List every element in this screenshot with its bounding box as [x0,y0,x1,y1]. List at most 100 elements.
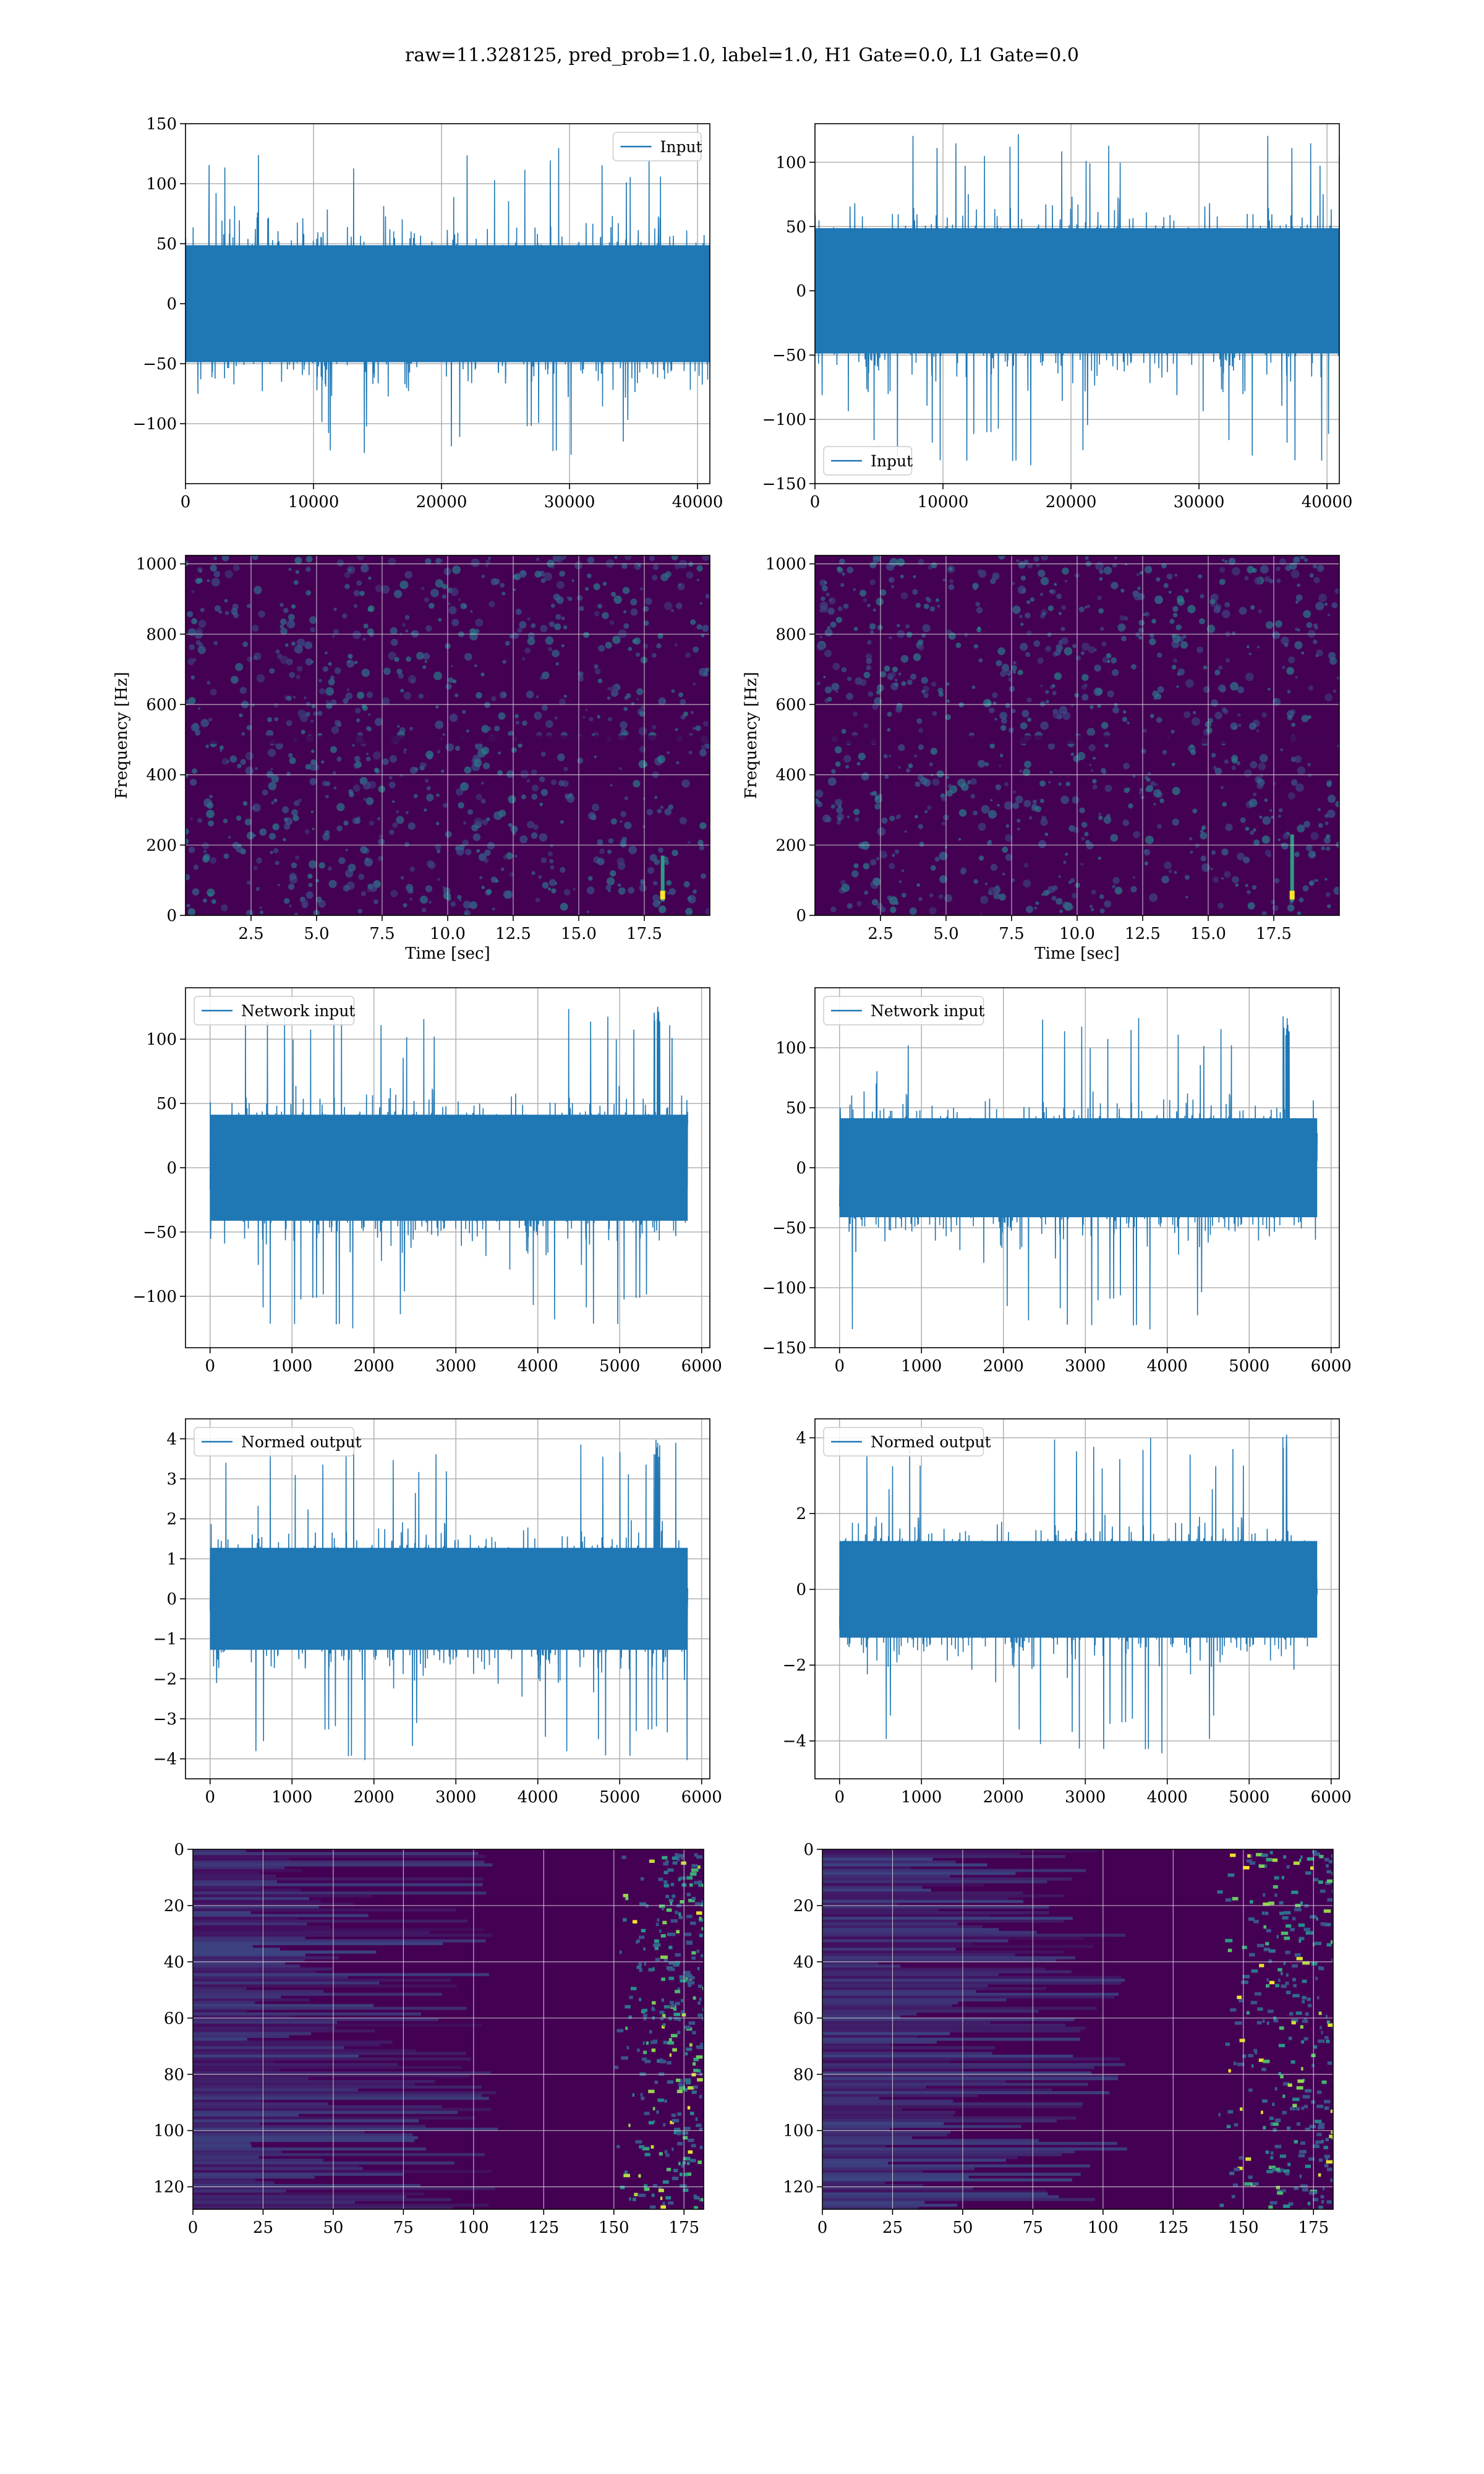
spectrogram-cell [186,874,190,881]
spectrogram-cell [992,572,1000,580]
y-tick-label: −4 [153,1750,177,1769]
feature-row [193,1917,297,1920]
feature-activation [665,2196,672,2200]
spectrogram-cell [511,747,517,753]
feature-row [822,2029,1081,2032]
plot-area [193,1849,704,2209]
feature-activation [1304,2018,1307,2021]
feature-activation [1309,2125,1316,2128]
spectrogram-cell [927,805,932,810]
feature-activation [693,2058,699,2061]
feature-activation [1251,1969,1258,1973]
feature-activation [1331,1940,1333,1944]
spectrogram-cell [424,808,427,812]
feature-activation [662,1920,667,1925]
y-tick-label: 1000 [765,555,806,574]
x-tick-label: 2000 [983,1357,1024,1376]
spectrogram-cell [1002,846,1009,853]
x-tick-label: 10000 [288,493,339,511]
spectrogram-cell [960,782,969,791]
feature-row [193,2035,289,2039]
spectrogram-cell [1138,791,1143,795]
feature-row [822,2097,879,2100]
spectrogram-cell [560,867,566,873]
feature-activation [652,2006,654,2010]
feature-activation [671,2004,675,2008]
spectrogram-cell [607,717,612,722]
feature-activation [1317,1996,1320,2000]
spectrogram-cell [186,828,189,835]
feature-row [822,2091,1110,2094]
spectrogram-cell [822,585,828,592]
feature-activation [681,2131,689,2135]
spectrogram-cell [942,578,946,582]
feature-row [193,2164,359,2168]
x-tick-label: 3000 [1065,1357,1106,1376]
feature-row [822,2082,1088,2086]
spectrogram-cell [426,786,431,790]
spectrogram-cell [1254,576,1262,585]
feature-activation [1296,2122,1301,2126]
spectrogram-cell [475,692,482,699]
feature-activation [1241,1980,1248,1984]
spectrogram-cell [459,899,462,902]
spectrogram-cell [291,862,297,868]
feature-row [193,2122,260,2125]
spectrogram-cell [638,727,647,736]
spectrogram-cell [207,888,215,897]
feature-activation [1318,1966,1321,1970]
spectrogram-cell [1172,606,1179,612]
spectrogram-cell [1111,657,1117,664]
spectrogram-cell [607,696,611,700]
feature-row [193,1953,305,1957]
feature-row [822,2026,1086,2030]
feature-row [193,2150,282,2154]
spectrogram-cell [455,745,461,751]
x-tick-label: 2000 [983,1788,1024,1807]
feature-row [193,1970,317,1974]
feature-row [193,1863,493,1867]
spectrogram-cell [1049,771,1053,774]
feature-row [193,2119,419,2123]
spectrogram-cell [1295,601,1299,604]
feature-row [193,1860,484,1864]
spectrogram-cell [288,753,293,758]
spectrogram-cell [819,635,822,639]
spectrogram-cell [699,845,705,850]
spectrogram-cell [492,907,495,911]
feature-activation [1242,1975,1250,1979]
spectrogram-cell [210,857,216,864]
spectrogram-cell [887,728,891,732]
feature-row [193,2001,255,2005]
feature-row [822,2189,1047,2193]
feature-activation [678,1912,681,1916]
spectrogram-cell [553,593,560,601]
spectrogram-cell [693,889,697,894]
spectrogram-cell [557,753,565,761]
feature-activation [1320,1922,1327,1926]
spectrogram-cell [1218,684,1226,692]
feature-row [822,1953,1015,1957]
feature-activation [694,1881,699,1885]
feature-activation [1225,1938,1233,1943]
spectrogram-cell [1012,581,1015,586]
feature-activation [644,2152,650,2157]
feature-activation [663,1862,668,1866]
x-tick-label: 75 [393,2219,414,2237]
feature-activation [639,1968,642,1972]
spectrogram-cell [527,617,531,621]
spectrogram-cell [1290,570,1300,579]
spectrogram-cell [506,852,513,860]
feature-activation [1287,2126,1290,2130]
feature-row [193,2133,413,2137]
spectrogram-cell [877,827,886,836]
spectrogram-cell [197,707,201,710]
feature-activation [1240,2107,1243,2111]
spectrogram-cell [1080,862,1083,866]
spectrogram-cell [652,725,657,730]
spectrogram-cell [1211,850,1216,855]
feature-activation [644,1962,647,1966]
feature-activation [673,2168,678,2173]
spectrogram-cell [815,789,824,798]
spectrogram-cell [1052,710,1062,719]
